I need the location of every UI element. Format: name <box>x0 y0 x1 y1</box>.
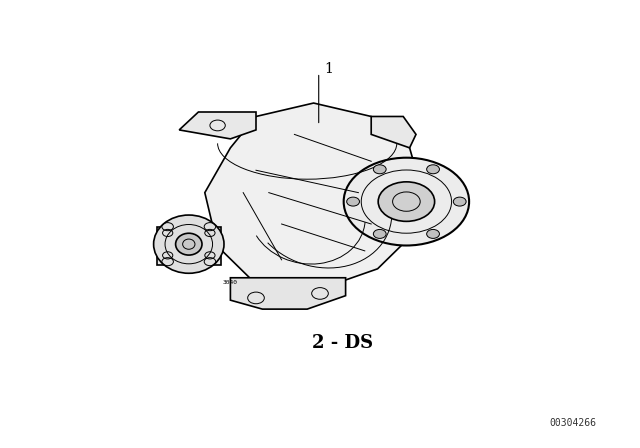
Text: 2 - DS: 2 - DS <box>312 334 373 352</box>
Polygon shape <box>371 116 416 148</box>
Text: 00304266: 00304266 <box>549 418 596 428</box>
Text: 3040: 3040 <box>223 280 238 285</box>
Ellipse shape <box>154 215 224 273</box>
Circle shape <box>427 229 440 238</box>
FancyBboxPatch shape <box>157 228 221 265</box>
Circle shape <box>378 182 435 221</box>
Ellipse shape <box>175 233 202 255</box>
Polygon shape <box>179 112 256 139</box>
Polygon shape <box>230 278 346 309</box>
Circle shape <box>373 165 386 174</box>
Circle shape <box>427 165 440 174</box>
Circle shape <box>373 229 386 238</box>
Circle shape <box>347 197 360 206</box>
Circle shape <box>453 197 466 206</box>
Text: 1: 1 <box>324 62 333 77</box>
Circle shape <box>344 158 469 246</box>
Polygon shape <box>205 103 422 291</box>
